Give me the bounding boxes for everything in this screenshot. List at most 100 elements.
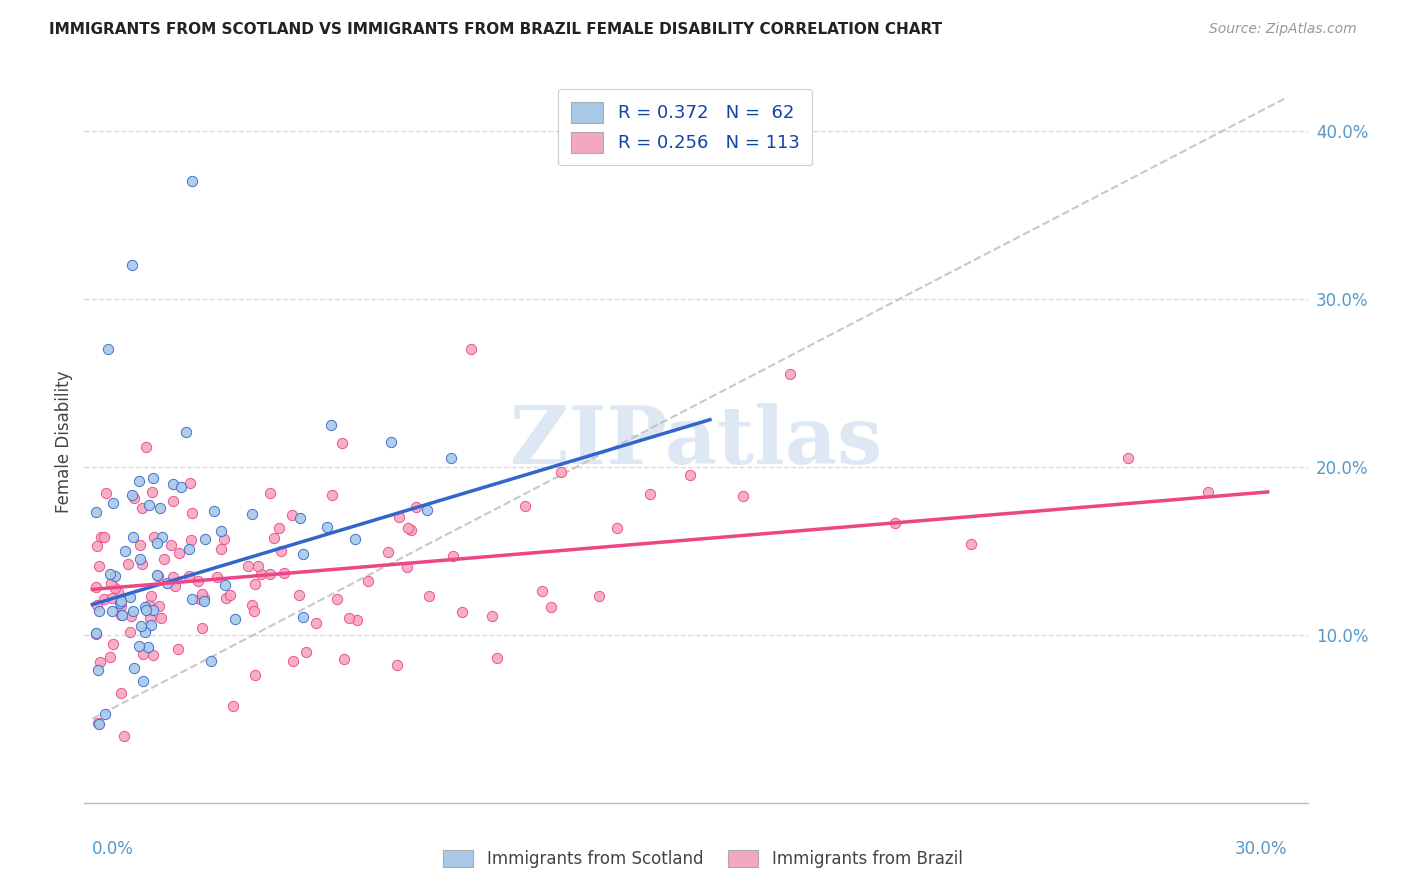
Point [129, 552, 152, 566]
Point [146, 568, 169, 582]
Point [163, 579, 186, 593]
Point [291, 547, 314, 561]
Point [209, 542, 232, 557]
Point [142, 531, 165, 545]
Point [215, 591, 238, 605]
Y-axis label: Female Disability: Female Disability [55, 370, 73, 513]
Point [131, 500, 153, 515]
Point [110, 594, 132, 608]
Point [134, 624, 156, 639]
Point [87, 715, 110, 730]
Point [98, 567, 121, 582]
Text: 30.0%: 30.0% [1234, 839, 1288, 858]
Point [214, 533, 236, 547]
Point [146, 536, 169, 550]
Point [346, 613, 368, 627]
Point [104, 569, 127, 583]
Point [117, 557, 139, 571]
Point [179, 476, 201, 491]
Point [218, 588, 240, 602]
Point [250, 567, 273, 582]
Point [89, 655, 111, 669]
Point [93, 592, 115, 607]
Point [221, 699, 243, 714]
Point [180, 533, 202, 547]
Point [86, 627, 108, 641]
Point [377, 545, 399, 559]
Point [86, 580, 108, 594]
Point [267, 521, 290, 535]
Point [101, 604, 124, 618]
Point [515, 500, 537, 514]
Point [135, 603, 157, 617]
Point [481, 608, 503, 623]
Point [108, 596, 131, 610]
Point [142, 648, 165, 662]
Point [138, 498, 160, 512]
Point [1197, 485, 1219, 500]
Point [141, 485, 163, 500]
Point [380, 434, 402, 449]
Point [441, 549, 464, 564]
Point [86, 504, 108, 518]
Point [188, 592, 211, 607]
Point [191, 621, 214, 635]
Point [114, 544, 136, 558]
Point [142, 603, 165, 617]
Text: 0.0%: 0.0% [93, 839, 134, 858]
Point [193, 594, 215, 608]
Point [98, 650, 121, 665]
Point [259, 486, 281, 500]
Point [174, 425, 197, 439]
Point [396, 560, 419, 574]
Point [387, 509, 409, 524]
Point [162, 570, 184, 584]
Point [150, 530, 173, 544]
Point [779, 368, 801, 382]
Point [138, 599, 160, 613]
Point [326, 591, 349, 606]
Point [93, 530, 115, 544]
Point [118, 625, 141, 640]
Point [128, 538, 150, 552]
Point [330, 436, 353, 450]
Point [167, 546, 190, 560]
Point [191, 587, 214, 601]
Point [121, 258, 143, 272]
Point [112, 729, 135, 743]
Text: Source: ZipAtlas.com: Source: ZipAtlas.com [1209, 22, 1357, 37]
Point [156, 576, 179, 591]
Point [281, 654, 304, 668]
Point [86, 625, 108, 640]
Point [405, 500, 427, 514]
Point [104, 581, 127, 595]
Point [129, 619, 152, 633]
Point [162, 494, 184, 508]
Point [194, 532, 217, 546]
Point [292, 609, 315, 624]
Point [460, 342, 482, 356]
Point [202, 504, 225, 518]
Point [141, 617, 163, 632]
Point [89, 604, 111, 618]
Point [139, 611, 162, 625]
Point [263, 531, 285, 545]
Point [1116, 451, 1139, 466]
Point [135, 440, 157, 454]
Point [679, 468, 702, 483]
Point [159, 538, 181, 552]
Point [247, 559, 270, 574]
Point [399, 523, 422, 537]
Point [281, 508, 304, 523]
Point [179, 569, 201, 583]
Point [132, 647, 155, 661]
Point [238, 558, 260, 573]
Point [179, 541, 201, 556]
Point [243, 604, 266, 618]
Point [100, 576, 122, 591]
Point [450, 605, 472, 619]
Point [884, 516, 907, 531]
Point [416, 503, 439, 517]
Point [418, 590, 440, 604]
Point [86, 598, 108, 612]
